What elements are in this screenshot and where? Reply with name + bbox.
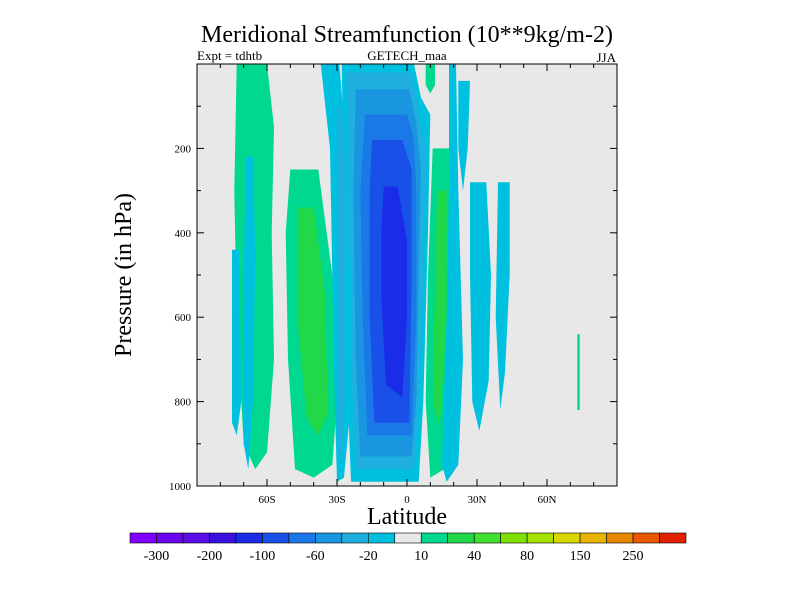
colorbar-label: 80	[520, 549, 534, 564]
colorbar-swatch	[659, 532, 687, 544]
contour-region-15	[442, 64, 463, 482]
contour-region-4	[432, 190, 447, 427]
x-tick-label: 0	[404, 494, 410, 506]
colorbar-swatch	[473, 532, 501, 544]
colorbar: -300 -200 -100 -60 -20 10 40 80 150 250	[129, 532, 687, 564]
season-label: JJA	[596, 50, 616, 65]
contour-region-12	[381, 186, 407, 398]
y-axis: 200 400 600 800 1000	[169, 105, 617, 493]
colorbar-swatch	[526, 532, 554, 544]
colorbar-swatch	[288, 532, 316, 544]
colorbar-label: 250	[623, 549, 644, 564]
colorbar-swatch	[235, 532, 263, 544]
contour-region-6	[577, 334, 580, 410]
y-tick-label: 600	[175, 312, 192, 324]
colorbar-swatch	[553, 532, 581, 544]
colorbar-label: 150	[570, 549, 591, 564]
x-tick-label: 60S	[258, 494, 275, 506]
colorbar-label: -20	[359, 549, 378, 564]
x-tick-label: 30N	[468, 494, 487, 506]
contour-region-14	[243, 156, 256, 470]
y-tick-label: 400	[175, 228, 192, 240]
expt-label: Expt = tdhtb	[197, 48, 262, 63]
colorbar-swatch	[606, 532, 634, 544]
colorbar-label: -100	[250, 549, 276, 564]
colorbar-swatch	[632, 532, 660, 544]
x-tick-label: 30S	[328, 494, 345, 506]
colorbar-swatch	[156, 532, 184, 544]
colorbar-swatch	[367, 532, 396, 544]
colorbar-swatch	[500, 532, 528, 544]
colorbar-swatch	[341, 532, 369, 544]
contour-region-13	[232, 249, 242, 436]
contour-region-5	[425, 64, 435, 94]
x-axis: 60S 30S 0 30N 60N	[219, 64, 595, 506]
colorbar-swatch	[262, 532, 290, 544]
colorbar-swatch	[209, 532, 237, 544]
x-axis-label: Latitude	[367, 504, 447, 530]
colorbar-label: -60	[306, 549, 325, 564]
colorbar-swatch	[394, 532, 422, 544]
y-tick-label: 200	[175, 143, 192, 155]
colorbar-swatch	[315, 532, 343, 544]
y-tick-label: 800	[175, 397, 192, 409]
colorbar-swatch	[129, 532, 157, 544]
y-tick-label: 1000	[169, 481, 192, 493]
colorbar-swatch	[579, 532, 607, 544]
y-axis-label: Pressure (in hPa)	[111, 193, 137, 357]
colorbar-label: -200	[197, 549, 223, 564]
contour-region-16	[458, 80, 470, 191]
colorbar-label: 10	[414, 549, 428, 564]
colorbar-swatch	[420, 532, 449, 544]
x-tick-label: 60N	[538, 494, 557, 506]
contour-region-2	[297, 207, 328, 436]
colorbar-label: -300	[144, 549, 170, 564]
contour-region-17	[470, 182, 491, 432]
contour-region-18	[495, 182, 510, 410]
plot-area	[196, 63, 618, 487]
model-label: GETECH_maa	[367, 48, 447, 63]
colorbar-swatch	[447, 532, 475, 544]
colorbar-swatch	[182, 532, 210, 544]
colorbar-label: 40	[467, 549, 481, 564]
chart-title: Meridional Streamfunction (10**9kg/m-2)	[201, 22, 613, 48]
contour-region-20	[337, 106, 347, 465]
